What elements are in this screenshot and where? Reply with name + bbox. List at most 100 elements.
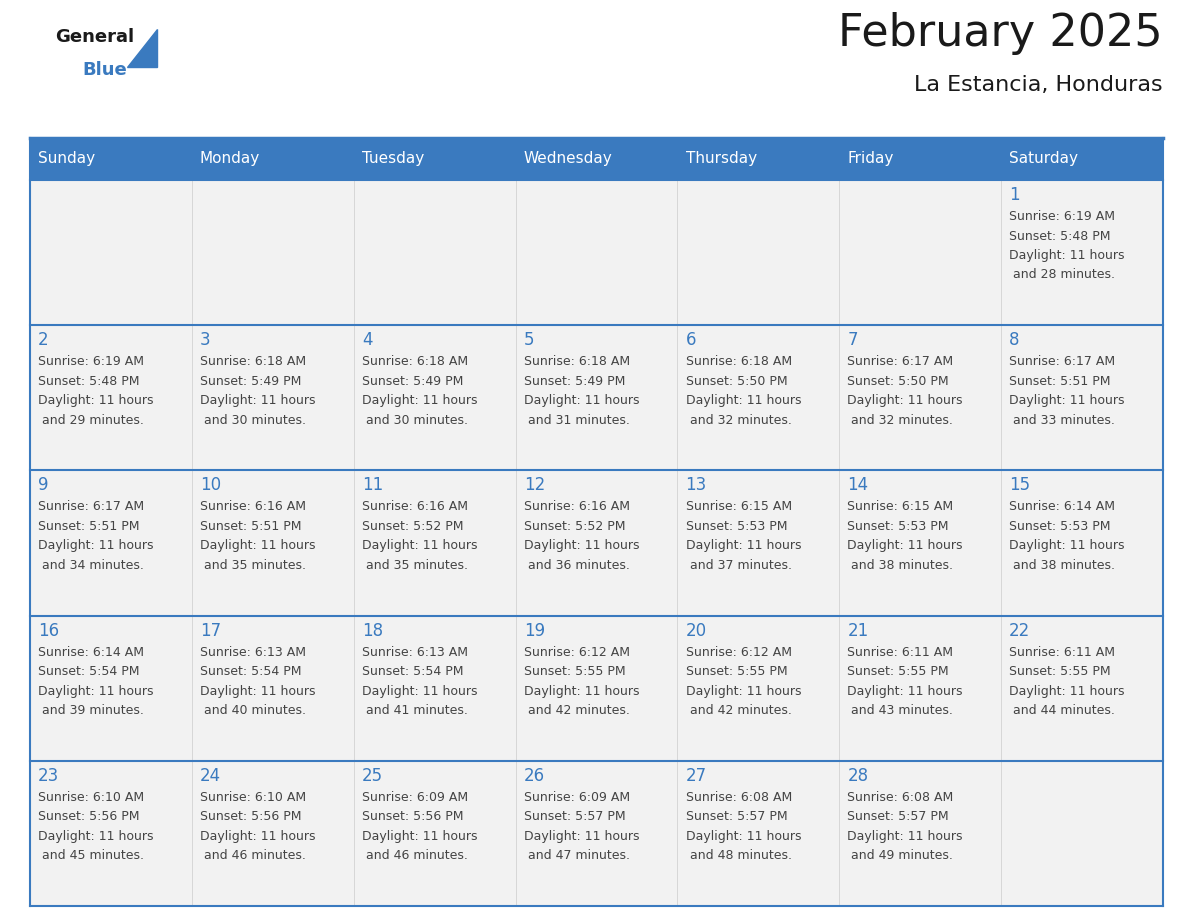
Text: Sunset: 5:54 PM: Sunset: 5:54 PM [38,666,140,678]
Text: 12: 12 [524,476,545,495]
Text: Daylight: 11 hours: Daylight: 11 hours [1010,394,1125,408]
Bar [354,138,516,180]
Text: and 38 minutes.: and 38 minutes. [847,559,954,572]
Text: 21: 21 [847,621,868,640]
Bar [354,180,516,325]
Text: Sunrise: 6:17 AM: Sunrise: 6:17 AM [38,500,144,513]
Bar [677,138,839,180]
Bar [516,761,677,906]
Text: Wednesday: Wednesday [524,151,613,166]
Bar [191,138,354,180]
Bar [516,616,677,761]
Bar [677,616,839,761]
Text: 15: 15 [1010,476,1030,495]
Bar [677,325,839,470]
Text: 5: 5 [524,331,535,349]
Text: Sunset: 5:51 PM: Sunset: 5:51 PM [38,520,140,533]
Text: 19: 19 [524,621,545,640]
Bar [677,180,839,325]
Text: Daylight: 11 hours: Daylight: 11 hours [200,830,316,843]
Text: Daylight: 11 hours: Daylight: 11 hours [847,830,963,843]
Bar [516,180,677,325]
Text: Sunset: 5:54 PM: Sunset: 5:54 PM [200,666,302,678]
Text: Sunrise: 6:16 AM: Sunrise: 6:16 AM [524,500,630,513]
Text: 25: 25 [362,767,383,785]
Bar [1001,138,1163,180]
Text: Daylight: 11 hours: Daylight: 11 hours [847,685,963,698]
Text: Sunrise: 6:18 AM: Sunrise: 6:18 AM [200,355,307,368]
Bar [839,180,1001,325]
Text: Daylight: 11 hours: Daylight: 11 hours [38,540,153,553]
Text: Sunrise: 6:10 AM: Sunrise: 6:10 AM [200,790,307,804]
Text: Sunrise: 6:18 AM: Sunrise: 6:18 AM [685,355,791,368]
Bar [191,470,354,616]
Text: Sunrise: 6:12 AM: Sunrise: 6:12 AM [685,645,791,658]
Text: Daylight: 11 hours: Daylight: 11 hours [38,685,153,698]
Text: 3: 3 [200,331,210,349]
Text: Sunset: 5:55 PM: Sunset: 5:55 PM [524,666,625,678]
Text: La Estancia, Honduras: La Estancia, Honduras [915,75,1163,95]
Text: and 28 minutes.: and 28 minutes. [1010,268,1116,282]
Text: 23: 23 [38,767,59,785]
Text: February 2025: February 2025 [839,12,1163,55]
Text: Sunrise: 6:16 AM: Sunrise: 6:16 AM [362,500,468,513]
Text: Sunset: 5:54 PM: Sunset: 5:54 PM [362,666,463,678]
Text: Daylight: 11 hours: Daylight: 11 hours [200,394,316,408]
Text: 24: 24 [200,767,221,785]
Text: and 49 minutes.: and 49 minutes. [847,849,953,862]
Text: and 46 minutes.: and 46 minutes. [362,849,468,862]
Text: Sunrise: 6:14 AM: Sunrise: 6:14 AM [1010,500,1116,513]
Text: Sunrise: 6:17 AM: Sunrise: 6:17 AM [1010,355,1116,368]
Text: and 29 minutes.: and 29 minutes. [38,414,144,427]
Text: Daylight: 11 hours: Daylight: 11 hours [847,540,963,553]
Text: and 38 minutes.: and 38 minutes. [1010,559,1116,572]
Text: Sunset: 5:51 PM: Sunset: 5:51 PM [1010,375,1111,387]
Text: Daylight: 11 hours: Daylight: 11 hours [38,394,153,408]
Text: Monday: Monday [200,151,260,166]
Text: and 44 minutes.: and 44 minutes. [1010,704,1116,717]
Text: 8: 8 [1010,331,1019,349]
Text: 13: 13 [685,476,707,495]
Text: Tuesday: Tuesday [362,151,424,166]
Text: Sunrise: 6:10 AM: Sunrise: 6:10 AM [38,790,144,804]
Bar [30,470,191,616]
Text: Sunset: 5:51 PM: Sunset: 5:51 PM [200,520,302,533]
Text: Sunrise: 6:19 AM: Sunrise: 6:19 AM [38,355,144,368]
Text: Sunset: 5:55 PM: Sunset: 5:55 PM [1010,666,1111,678]
Bar [1001,470,1163,616]
Text: and 35 minutes.: and 35 minutes. [200,559,307,572]
Text: Daylight: 11 hours: Daylight: 11 hours [847,394,963,408]
Text: and 48 minutes.: and 48 minutes. [685,849,791,862]
Text: Sunrise: 6:15 AM: Sunrise: 6:15 AM [685,500,791,513]
Bar [30,325,191,470]
Text: 7: 7 [847,331,858,349]
Bar [516,470,677,616]
Text: Daylight: 11 hours: Daylight: 11 hours [524,830,639,843]
Text: Sunset: 5:57 PM: Sunset: 5:57 PM [685,811,788,823]
Text: Daylight: 11 hours: Daylight: 11 hours [1010,249,1125,262]
Text: 28: 28 [847,767,868,785]
Text: Sunday: Sunday [38,151,95,166]
Text: 16: 16 [38,621,59,640]
Text: and 33 minutes.: and 33 minutes. [1010,414,1116,427]
Bar [1001,761,1163,906]
Text: 9: 9 [38,476,49,495]
Text: Daylight: 11 hours: Daylight: 11 hours [362,540,478,553]
Text: 22: 22 [1010,621,1030,640]
Text: Sunset: 5:57 PM: Sunset: 5:57 PM [847,811,949,823]
Text: Blue: Blue [82,61,127,79]
Text: and 47 minutes.: and 47 minutes. [524,849,630,862]
Text: 20: 20 [685,621,707,640]
Text: Sunset: 5:57 PM: Sunset: 5:57 PM [524,811,625,823]
Text: Sunset: 5:52 PM: Sunset: 5:52 PM [362,520,463,533]
Text: and 32 minutes.: and 32 minutes. [847,414,953,427]
Text: Daylight: 11 hours: Daylight: 11 hours [685,685,801,698]
Bar [677,470,839,616]
Text: Sunrise: 6:19 AM: Sunrise: 6:19 AM [1010,210,1116,223]
Text: Sunset: 5:55 PM: Sunset: 5:55 PM [847,666,949,678]
Text: and 35 minutes.: and 35 minutes. [362,559,468,572]
Text: 18: 18 [362,621,383,640]
Text: 27: 27 [685,767,707,785]
Text: Sunrise: 6:08 AM: Sunrise: 6:08 AM [847,790,954,804]
Text: Daylight: 11 hours: Daylight: 11 hours [1010,540,1125,553]
